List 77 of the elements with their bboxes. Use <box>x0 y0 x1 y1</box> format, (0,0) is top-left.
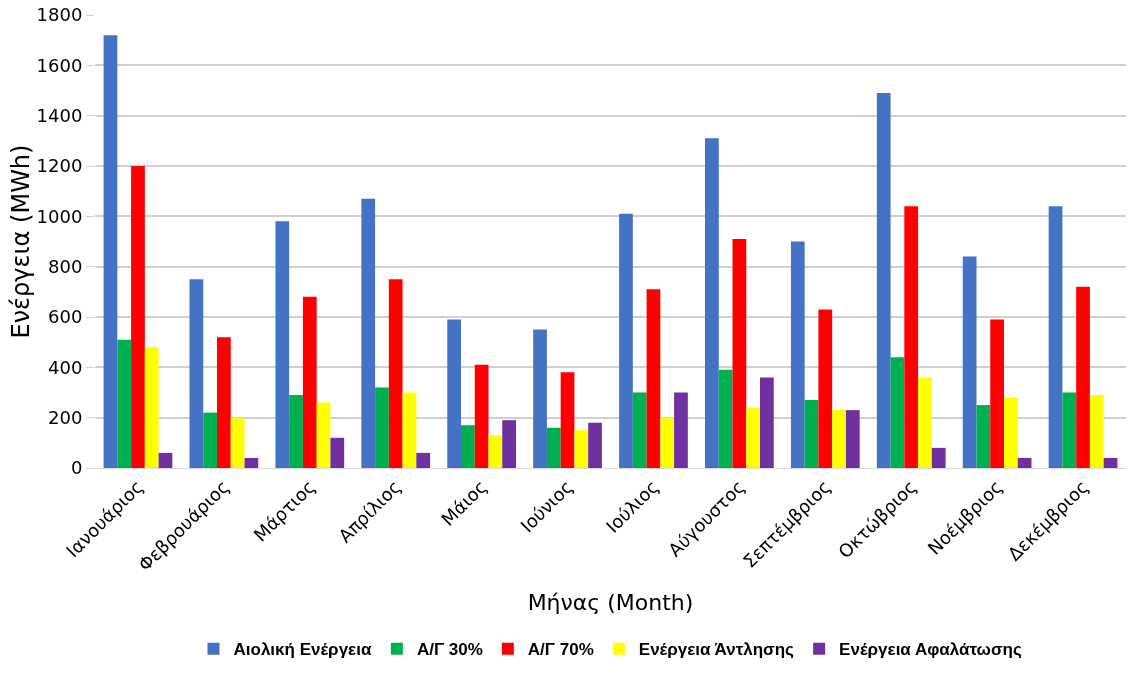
bar <box>760 377 774 468</box>
bar <box>203 412 217 468</box>
bar <box>330 437 345 468</box>
bar <box>560 372 575 468</box>
bar <box>845 410 860 468</box>
bar <box>990 319 1004 468</box>
bar <box>375 387 389 468</box>
bar <box>488 435 503 468</box>
bar <box>474 364 489 468</box>
bar <box>918 377 932 468</box>
bar <box>1089 395 1104 468</box>
bar <box>818 309 833 468</box>
y-tick-label: 1000 <box>36 205 83 227</box>
bar <box>804 400 819 468</box>
bar <box>646 289 661 468</box>
bar <box>1048 206 1063 468</box>
y-tick-label: 1400 <box>36 104 83 126</box>
bar <box>1103 457 1118 468</box>
y-axis-title: Ενέργεια (MWh) <box>6 144 35 339</box>
legend-label: Α/Γ 30% <box>416 640 483 660</box>
bar <box>876 93 891 468</box>
bar <box>217 337 231 468</box>
y-tick-label: 0 <box>70 457 83 479</box>
bar <box>718 369 733 468</box>
bar <box>904 206 919 468</box>
bar <box>502 420 516 468</box>
bar <box>316 402 331 468</box>
y-tick-label: 1800 <box>36 4 83 26</box>
legend-label: Αιολική Ενέργεια <box>233 640 372 660</box>
bar <box>746 407 760 468</box>
bar <box>931 447 946 468</box>
bar <box>890 357 905 468</box>
bar <box>461 425 475 468</box>
legend-label: Ενέργεια Αφαλάτωσης <box>839 640 1022 660</box>
bar <box>275 221 290 468</box>
bar <box>230 417 245 468</box>
bar <box>1076 286 1090 468</box>
y-tick-label: 1200 <box>36 155 83 177</box>
bar <box>131 166 145 468</box>
bar <box>117 339 132 468</box>
bar <box>388 279 403 468</box>
bar <box>574 430 589 468</box>
bar <box>103 35 118 468</box>
bar <box>361 198 376 468</box>
y-tick-label: 600 <box>48 306 83 328</box>
bar <box>588 422 602 468</box>
bar <box>533 329 547 468</box>
bar <box>158 452 173 468</box>
y-tick-label: 200 <box>48 406 83 428</box>
y-tick-label: 800 <box>48 255 83 277</box>
bar <box>674 392 688 468</box>
bar <box>402 392 417 468</box>
bar <box>632 392 647 468</box>
bar <box>244 457 259 468</box>
bar <box>1062 392 1077 468</box>
bar <box>1004 397 1018 468</box>
bar <box>790 241 805 468</box>
bar <box>447 319 462 468</box>
bar <box>302 296 317 468</box>
bar <box>1017 457 1032 468</box>
bar <box>705 138 719 468</box>
bar <box>660 417 675 468</box>
y-tick-label: 1600 <box>36 54 83 76</box>
legend-label: Α/Γ 70% <box>527 640 594 660</box>
bar <box>189 279 204 468</box>
bar <box>416 452 431 468</box>
bar <box>976 405 991 468</box>
bar <box>732 238 747 468</box>
x-axis-title: Μήνας (Month) <box>527 589 694 615</box>
legend-label: Ενέργεια Άντλησης <box>638 640 795 660</box>
bar <box>619 213 633 468</box>
bar <box>144 347 159 468</box>
bar <box>962 256 977 468</box>
y-tick-label: 400 <box>48 356 83 378</box>
bar <box>546 427 561 468</box>
bar <box>832 410 846 468</box>
bar <box>289 395 303 468</box>
